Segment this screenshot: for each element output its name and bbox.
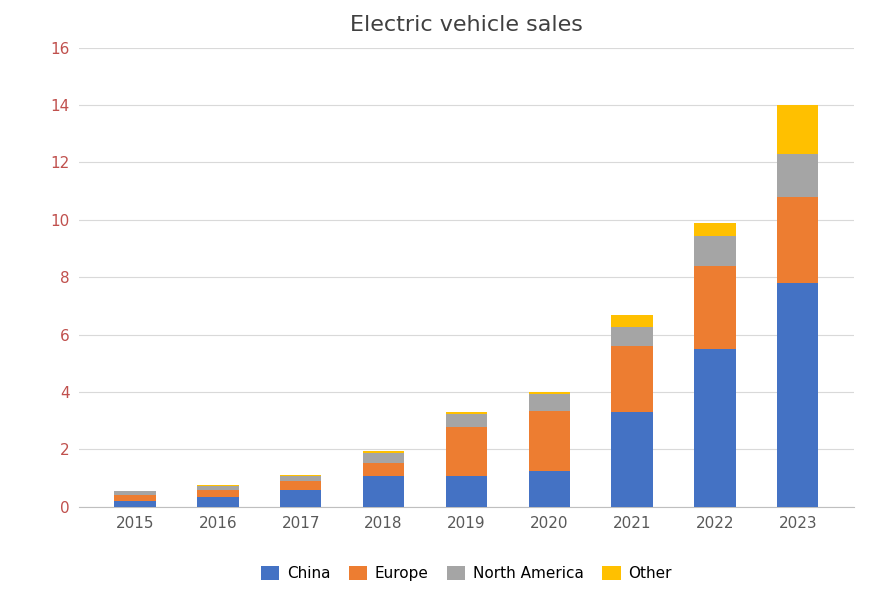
- Bar: [612, 412, 653, 507]
- Bar: [612, 315, 653, 327]
- Bar: [197, 486, 238, 491]
- Bar: [197, 496, 238, 507]
- Bar: [114, 495, 156, 501]
- Bar: [197, 485, 238, 486]
- Bar: [363, 453, 404, 463]
- Bar: [694, 236, 736, 266]
- Bar: [694, 266, 736, 349]
- Bar: [363, 476, 404, 507]
- Bar: [445, 427, 488, 476]
- Bar: [612, 327, 653, 346]
- Bar: [777, 283, 818, 507]
- Bar: [445, 476, 488, 507]
- Bar: [612, 346, 653, 412]
- Bar: [694, 224, 736, 236]
- Bar: [114, 491, 156, 495]
- Legend: China, Europe, North America, Other: China, Europe, North America, Other: [255, 560, 678, 588]
- Bar: [694, 349, 736, 507]
- Bar: [445, 414, 488, 427]
- Bar: [197, 491, 238, 496]
- Bar: [529, 471, 570, 507]
- Bar: [529, 411, 570, 471]
- Bar: [777, 154, 818, 197]
- Bar: [445, 412, 488, 414]
- Bar: [114, 501, 156, 507]
- Bar: [529, 395, 570, 411]
- Bar: [777, 105, 818, 154]
- Bar: [280, 476, 321, 482]
- Bar: [363, 451, 404, 453]
- Bar: [777, 197, 818, 283]
- Bar: [280, 482, 321, 490]
- Title: Electric vehicle sales: Electric vehicle sales: [350, 15, 583, 35]
- Bar: [529, 392, 570, 395]
- Bar: [280, 475, 321, 476]
- Bar: [363, 463, 404, 476]
- Bar: [280, 490, 321, 507]
